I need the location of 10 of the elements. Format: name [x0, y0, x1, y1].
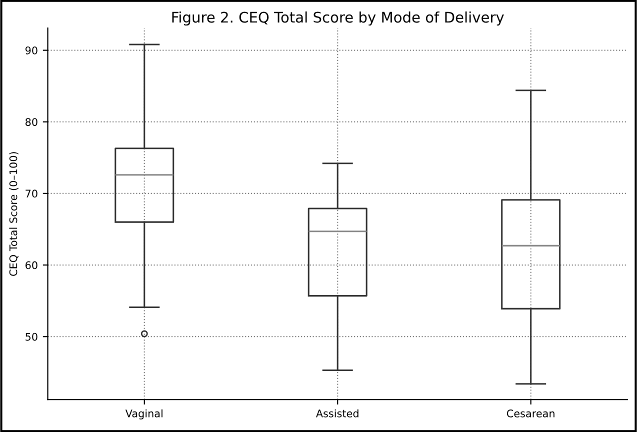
x-tick-label: Cesarean: [506, 410, 554, 418]
y-tick-label: 50: [26, 332, 38, 341]
x-tick-label: Vaginal: [125, 409, 162, 420]
y-tick-label: 60: [26, 261, 38, 270]
y-tick-label: 90: [25, 46, 38, 54]
y-axis-title: CEQ Total Score (0–100): [9, 152, 18, 276]
chart-title: Figure 2. CEQ Total Score by Mode of Delivery: [172, 11, 504, 26]
x-tick-label: Assisted: [316, 409, 358, 418]
y-tick-label: 70: [26, 190, 38, 198]
y-tick-label: 80: [26, 118, 38, 126]
